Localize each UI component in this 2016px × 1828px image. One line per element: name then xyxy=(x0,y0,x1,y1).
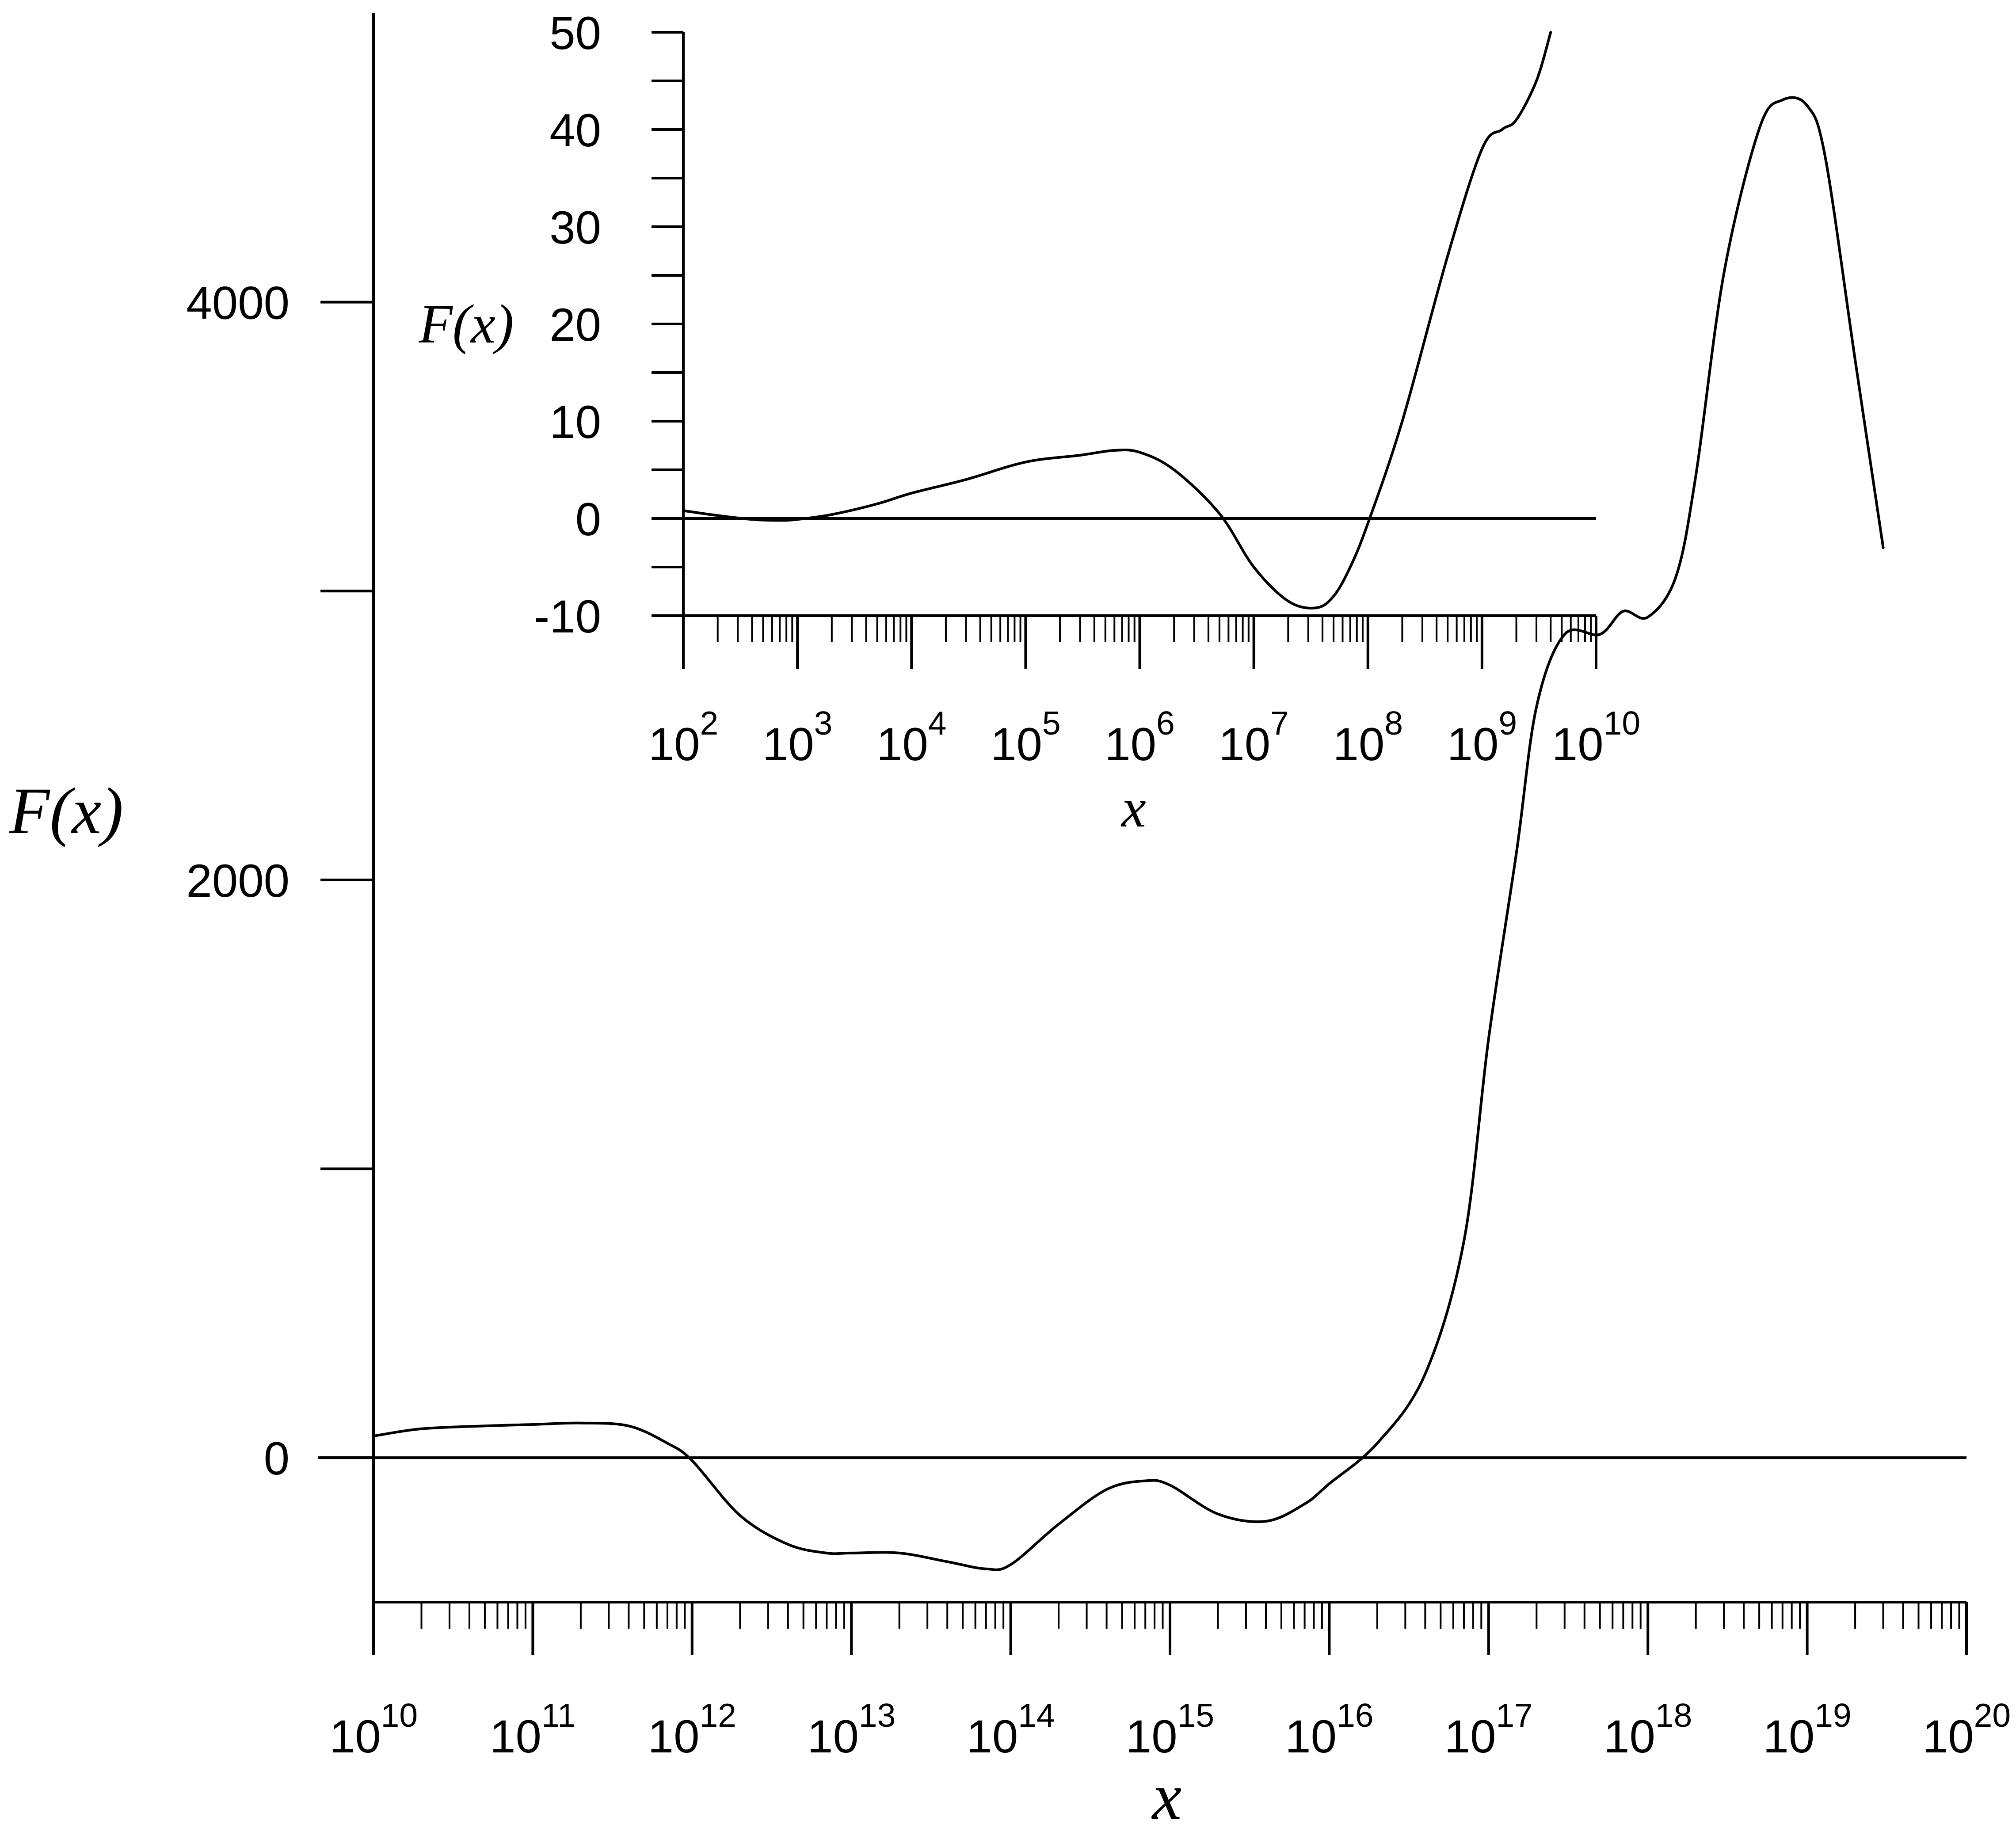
main-x-tick-label: 1014 xyxy=(966,1697,1055,1763)
main-series-line xyxy=(372,96,1885,1571)
main-x-tick-label: 1015 xyxy=(1126,1697,1214,1763)
inset-x-axis-title: x xyxy=(1120,778,1146,839)
inset-x-tick-label: 107 xyxy=(1219,705,1289,770)
inset-y-tick-label: 10 xyxy=(549,396,601,448)
main-x-tick-label: 1018 xyxy=(1604,1697,1692,1763)
inset-y-tick-label: 0 xyxy=(575,494,601,545)
inset-x-tick-label: 104 xyxy=(877,705,947,770)
main-x-tick-label: 1013 xyxy=(807,1697,896,1763)
inset-y-tick-label: 40 xyxy=(549,105,601,156)
inset-x-tick-label: 108 xyxy=(1333,705,1403,770)
main-x-tick-label: 1010 xyxy=(329,1697,418,1763)
inset-x-tick-label: 1010 xyxy=(1552,705,1640,770)
inset-y-ticks: -10 0 10 20 30 40 50 xyxy=(534,8,683,643)
main-x-ticks: 1010 1011 1012 1013 1014 1015 1016 1017 1018 1019… xyxy=(329,1602,2011,1763)
main-y-tick-label: 4000 xyxy=(186,278,290,329)
main-x-axis-title: x xyxy=(1151,1760,1182,1828)
inset-x-tick-label: 103 xyxy=(762,705,833,770)
main-x-tick-label: 1016 xyxy=(1285,1697,1373,1763)
inset-x-tick-label: 102 xyxy=(648,705,719,770)
inset-y-axis-title: F(x) xyxy=(418,294,514,355)
main-x-tick-label: 1017 xyxy=(1444,1697,1533,1763)
main-x-tick-label: 1020 xyxy=(1922,1697,2011,1763)
main-x-tick-label: 1012 xyxy=(648,1697,736,1763)
main-y-axis-title: F(x) xyxy=(9,774,123,848)
inset-background xyxy=(683,9,1603,614)
inset-x-tick-label: 105 xyxy=(991,705,1061,770)
inset-y-tick-label: 30 xyxy=(549,202,601,254)
inset-x-tick-label: 106 xyxy=(1105,705,1175,770)
inset-x-ticks: 102 103 104 105 106 107 108 109 1010 xyxy=(648,616,1640,770)
main-x-tick-label: 1019 xyxy=(1763,1697,1851,1763)
main-x-tick-label: 1011 xyxy=(490,1697,576,1763)
inset-x-tick-label: 109 xyxy=(1447,705,1517,770)
main-y-ticks: 0 2000 4000 xyxy=(186,278,373,1485)
main-y-tick-label: 2000 xyxy=(186,855,290,907)
inset-y-tick-label: 20 xyxy=(549,299,601,351)
main-y-tick-label: 0 xyxy=(264,1433,290,1485)
inset-y-tick-label: -10 xyxy=(534,591,601,643)
inset-y-tick-label: 50 xyxy=(549,8,601,59)
inset-series-line xyxy=(682,31,1552,609)
